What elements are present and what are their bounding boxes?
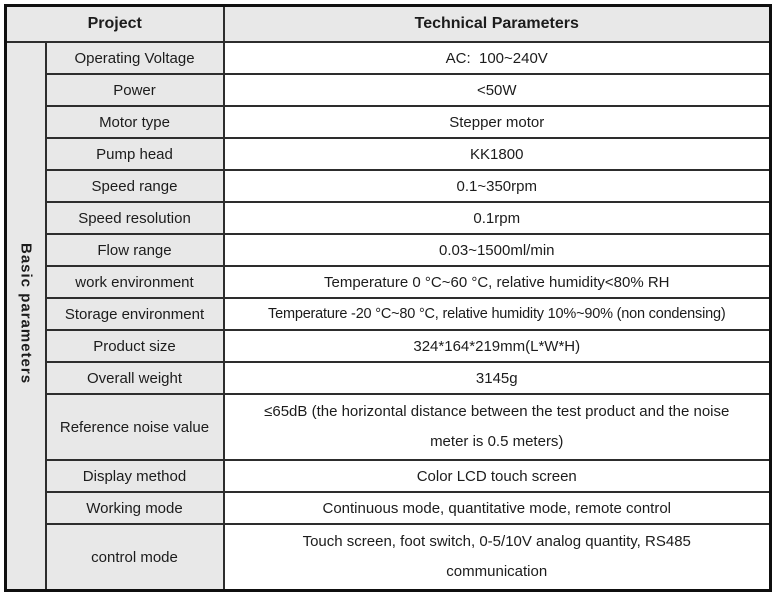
header-technical-parameters: Technical Parameters — [222, 4, 772, 43]
table-row: Product size 324*164*219mm(L*W*H) — [6, 329, 772, 363]
row-value-line: Touch screen, foot switch, 0-5/10V analo… — [302, 533, 691, 550]
table-row: Overall weight 3145g — [6, 361, 772, 395]
row-value: 0.1rpm — [222, 201, 772, 235]
table-row: Storage environment Temperature -20 °C~8… — [6, 297, 772, 331]
row-value: Touch screen, foot switch, 0-5/10V analo… — [222, 523, 772, 592]
table-row: Speed resolution 0.1rpm — [6, 201, 772, 235]
row-label: Product size — [44, 329, 225, 363]
row-value: KK1800 — [222, 137, 772, 171]
header-project: Project — [4, 4, 225, 43]
row-value: Continuous mode, quantitative mode, remo… — [222, 491, 772, 525]
table-row: Basic parameters Operating Voltage AC: 1… — [4, 41, 772, 592]
table-row: Motor type Stepper motor — [6, 105, 772, 139]
table-row: Flow range 0.03~1500ml/min — [6, 233, 772, 267]
table-row: Working mode Continuous mode, quantitati… — [6, 491, 772, 525]
row-label: Reference noise value — [44, 393, 225, 461]
row-label: work environment — [44, 265, 225, 299]
row-label: control mode — [44, 523, 225, 592]
row-value: 3145g — [222, 361, 772, 395]
row-label: Operating Voltage — [44, 41, 225, 75]
row-value-line: ≤65dB (the horizontal distance between t… — [264, 403, 730, 420]
row-label: Power — [44, 73, 225, 107]
row-value: Color LCD touch screen — [222, 459, 772, 493]
row-value: 0.1~350rpm — [222, 169, 772, 203]
table-row: Reference noise value ≤65dB (the horizon… — [6, 393, 772, 461]
table-row: work environment Temperature 0 °C~60 °C,… — [6, 265, 772, 299]
row-label: Pump head — [44, 137, 225, 171]
table-header: Project Technical Parameters — [4, 4, 772, 43]
row-value: <50W — [222, 73, 772, 107]
row-value: Temperature 0 °C~60 °C, relative humidit… — [222, 265, 772, 299]
table-row: Pump head KK1800 — [6, 137, 772, 171]
table-row: Speed range 0.1~350rpm — [6, 169, 772, 203]
row-label: Motor type — [44, 105, 225, 139]
row-label: Display method — [44, 459, 225, 493]
table-row: control mode Touch screen, foot switch, … — [6, 523, 772, 592]
row-value: Stepper motor — [222, 105, 772, 139]
row-label: Speed range — [44, 169, 225, 203]
table-body: Basic parameters Operating Voltage AC: 1… — [4, 41, 772, 592]
row-label: Overall weight — [44, 361, 225, 395]
table-row: Power <50W — [6, 73, 772, 107]
row-value: AC: 100~240V — [222, 41, 772, 75]
row-value: Temperature -20 °C~80 °C, relative humid… — [222, 297, 772, 331]
spec-table: Project Technical Parameters Basic param… — [4, 4, 772, 592]
header-row: Project Technical Parameters — [4, 4, 772, 43]
row-value-line: meter is 0.5 meters) — [430, 433, 564, 450]
group-cell-basic-parameters: Basic parameters — [4, 41, 47, 592]
row-value-line: communication — [446, 563, 548, 580]
row-label: Speed resolution — [44, 201, 225, 235]
group-label-vertical: Basic parameters — [17, 242, 35, 385]
row-label: Flow range — [44, 233, 225, 267]
row-value: ≤65dB (the horizontal distance between t… — [222, 393, 772, 461]
table-row: Display method Color LCD touch screen — [6, 459, 772, 493]
row-label: Working mode — [44, 491, 225, 525]
row-label: Storage environment — [44, 297, 225, 331]
row-value: 0.03~1500ml/min — [222, 233, 772, 267]
row-value: 324*164*219mm(L*W*H) — [222, 329, 772, 363]
